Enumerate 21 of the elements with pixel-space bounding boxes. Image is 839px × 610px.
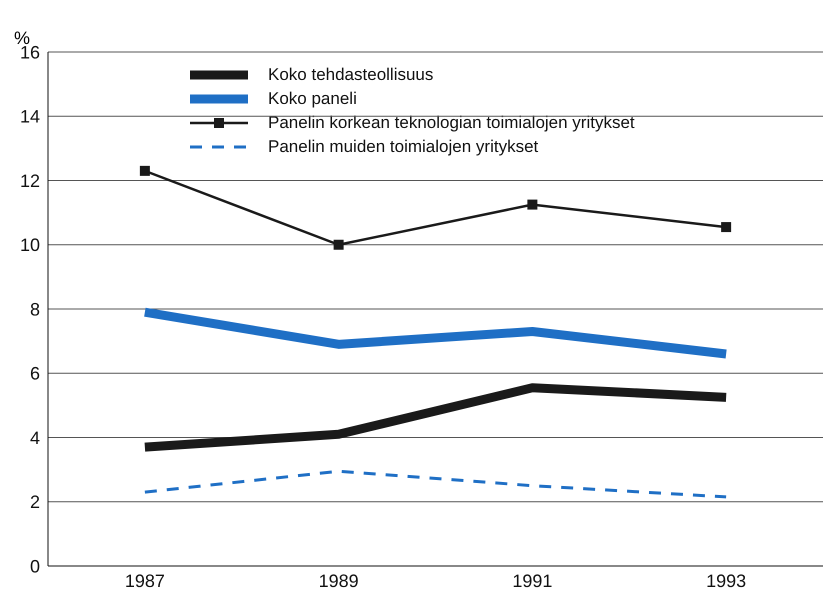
point: [140, 166, 150, 176]
legend-label: Panelin korkean teknologian toimialojen yritykset: [266, 113, 637, 133]
point: [721, 222, 732, 232]
x-tick-label: 1991: [512, 570, 552, 591]
point: [527, 200, 538, 210]
y-tick-label: 14: [20, 106, 40, 127]
legend-label: Panelin muiden toimialojen yritykset: [266, 137, 540, 157]
x-tick-label: 1993: [706, 570, 746, 591]
y-tick-label: 10: [20, 235, 40, 256]
y-tick-label: 4: [30, 428, 40, 448]
y-tick-label: 0: [30, 556, 40, 576]
legend-label: Koko paneli: [266, 89, 359, 109]
x-tick-label: 1989: [318, 570, 359, 591]
y-tick-label: 6: [30, 364, 40, 384]
y-tick-label: 12: [20, 170, 40, 191]
x-tick-label: 1987: [124, 570, 165, 591]
y-tick-label: 8: [30, 299, 40, 320]
point: [334, 240, 344, 250]
y-tick-label: 2: [30, 492, 40, 512]
line-series: [143, 470, 728, 498]
legend-label: Koko tehdasteollisuus: [266, 65, 436, 85]
